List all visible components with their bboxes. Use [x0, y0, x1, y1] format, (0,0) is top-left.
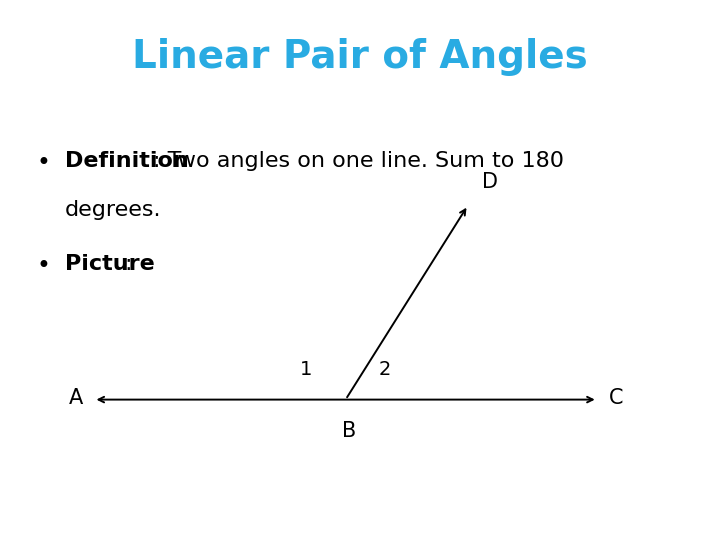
Text: 2: 2 [379, 360, 392, 380]
Text: Definition: Definition [65, 151, 189, 171]
Text: •: • [36, 254, 50, 278]
Text: : Two angles on one line. Sum to 180: : Two angles on one line. Sum to 180 [153, 151, 564, 171]
Text: Linear Pair of Angles: Linear Pair of Angles [132, 38, 588, 76]
Text: :: : [125, 254, 132, 274]
Text: degrees.: degrees. [65, 200, 161, 220]
Text: B: B [342, 421, 356, 441]
Text: C: C [608, 388, 623, 408]
Text: A: A [68, 388, 83, 408]
Text: Picture: Picture [65, 254, 155, 274]
Text: •: • [36, 151, 50, 175]
Text: D: D [482, 172, 498, 192]
Text: 1: 1 [300, 360, 312, 380]
